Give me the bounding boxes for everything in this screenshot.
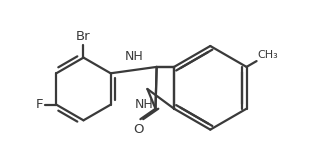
Text: F: F: [35, 98, 43, 111]
Text: O: O: [133, 123, 143, 136]
Text: NH: NH: [135, 98, 153, 111]
Text: NH: NH: [124, 50, 143, 63]
Text: CH₃: CH₃: [258, 50, 278, 60]
Text: Br: Br: [76, 30, 91, 43]
